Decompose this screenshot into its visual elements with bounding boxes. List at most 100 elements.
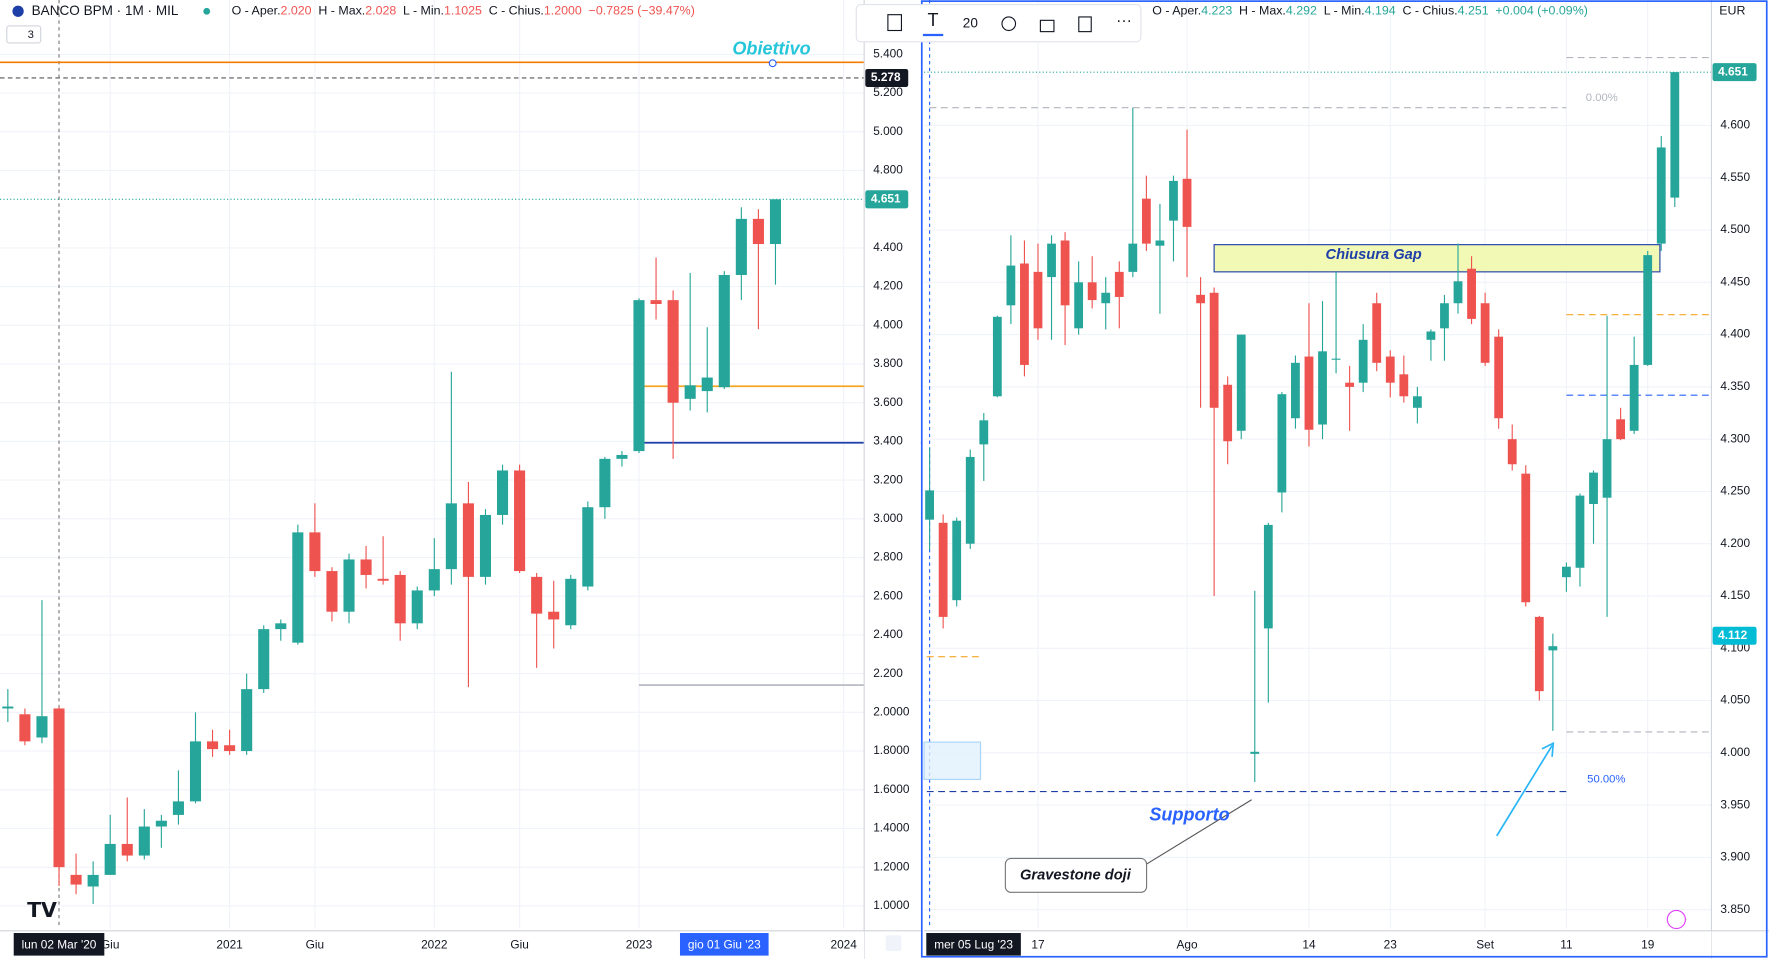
toolbar-size[interactable]: 20 [963, 15, 978, 30]
indicator-toggle[interactable] [6, 25, 42, 44]
marker-label: mer 05 Lug '23 [934, 938, 1013, 952]
candle-body [979, 420, 989, 445]
toolbar-settings[interactable] [1001, 16, 1017, 32]
candle-body [292, 532, 304, 643]
candle-body [1643, 255, 1653, 365]
candle-body [548, 611, 560, 620]
target-label: Obiettivo [732, 38, 810, 58]
arrow-head [1541, 741, 1555, 757]
price-label: 4.112 [1718, 628, 1747, 642]
candle-body [2, 706, 14, 709]
range-box [923, 741, 982, 780]
toolbar-delete[interactable] [1078, 16, 1092, 33]
candle-body [70, 874, 82, 885]
time-axis [924, 930, 1712, 959]
alert-icon[interactable] [1666, 909, 1686, 930]
candle-body [752, 218, 764, 245]
candle-body [1494, 336, 1504, 419]
chart-panel: 4.600 4.550 4.500 4.450 4.400 4.350 4.300 4.250… [924, 0, 1769, 959]
candle-body [241, 689, 253, 752]
candle-body [1562, 566, 1571, 578]
ohlc-value: 4.292 [1286, 4, 1317, 18]
candle-body [1467, 268, 1476, 319]
y-tick-label: 4.250 [1720, 484, 1750, 498]
toolbar-template[interactable] [887, 14, 903, 32]
marker-label-box [926, 933, 1021, 956]
candle-body [769, 199, 782, 245]
candle-body [138, 826, 150, 856]
candle-body [1331, 358, 1341, 360]
x-tick-label: Giu [510, 938, 528, 952]
candle-body [531, 576, 543, 614]
fib-label: 0.00% [1586, 92, 1618, 104]
candle-body [1291, 362, 1300, 419]
y-tick-label: 5.200 [873, 85, 903, 99]
candle-body [965, 456, 975, 544]
candle-body [207, 741, 219, 750]
candle-body [309, 532, 321, 572]
y-tick-label: 4.000 [873, 317, 903, 331]
gap-label: Chiusura Gap [1326, 247, 1422, 263]
candle-body [1020, 263, 1029, 365]
candle-body [1412, 396, 1422, 408]
target-handle [768, 59, 777, 68]
candle-body [479, 514, 492, 577]
candle-body [275, 623, 287, 630]
ohlc-change: +0.004 (+0.09%) [1495, 4, 1587, 18]
candle-body [1602, 439, 1612, 498]
y-tick-label: 2.0000 [873, 704, 910, 718]
y-tick-label: 4.200 [873, 279, 903, 293]
y-tick-label: 5.000 [873, 124, 903, 138]
auto-scale-button[interactable] [885, 935, 902, 952]
x-tick-label: 2022 [421, 938, 447, 952]
marker-label-box [679, 933, 769, 956]
candle-body [1426, 331, 1436, 340]
candle-body [445, 503, 457, 570]
toolbar-lock[interactable] [1039, 19, 1055, 33]
candle-body [121, 843, 133, 856]
candle-body [1399, 374, 1409, 397]
candle-body [1087, 282, 1097, 301]
support-label: Supporto [1149, 804, 1229, 824]
ohlc-legend: O - Aper.4.223 H - Max.4.292 L - Min.4.194… [1152, 4, 1588, 18]
candle-body [925, 490, 934, 520]
ohlc-legend: O - Aper.2.020 H - Max.2.028 L - Min.1.102… [232, 4, 695, 18]
toolbar-text[interactable]: T [928, 10, 939, 30]
y-tick-label: 5.400 [873, 47, 903, 61]
candle-body [1033, 271, 1043, 329]
toolbar-frame [855, 3, 1142, 43]
candle-body [53, 708, 65, 868]
candle-body [514, 470, 526, 572]
y-tick-label: 4.600 [1720, 118, 1750, 132]
candle-body [1236, 334, 1246, 431]
doji-pointer [1140, 799, 1252, 868]
ohlc-name: L - Min. [403, 4, 444, 18]
x-tick-label: 2023 [626, 938, 653, 952]
price-label: 4.651 [1718, 64, 1748, 78]
fib-label: 50.00% [1587, 773, 1625, 785]
y-tick-label: 4.200 [1720, 536, 1750, 550]
x-tick-label: 11 [1560, 938, 1573, 952]
candle-body [735, 218, 747, 275]
candle-body [1385, 356, 1395, 383]
x-tick-label: 2024 [831, 938, 858, 952]
y-tick-label: 3.200 [873, 472, 903, 486]
y-tick-label: 4.450 [1720, 274, 1750, 288]
price-axis [864, 0, 921, 959]
candle-body [428, 569, 440, 591]
ohlc-name: O - Aper. [1152, 4, 1201, 18]
candle-body [19, 714, 31, 742]
toolbar-more[interactable]: ··· [1116, 13, 1132, 30]
y-tick-label: 1.8000 [873, 743, 910, 757]
ohlc-value: 4.223 [1201, 4, 1232, 18]
price-label-box [1712, 626, 1757, 645]
candle-body [326, 571, 338, 612]
currency: EUR [1719, 4, 1745, 18]
candle-body [1101, 292, 1111, 304]
y-tick-label: 1.4000 [873, 821, 910, 835]
ohlc-value: 4.251 [1458, 4, 1489, 18]
x-tick-label: Set [1476, 938, 1495, 952]
candle-body [1575, 495, 1585, 568]
x-tick-label: Giu [101, 938, 119, 952]
y-tick-label: 2.200 [873, 666, 903, 680]
